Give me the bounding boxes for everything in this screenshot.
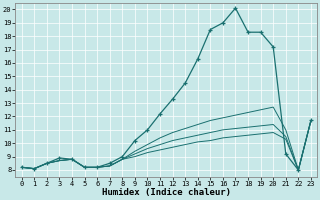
X-axis label: Humidex (Indice chaleur): Humidex (Indice chaleur) [102, 188, 231, 197]
